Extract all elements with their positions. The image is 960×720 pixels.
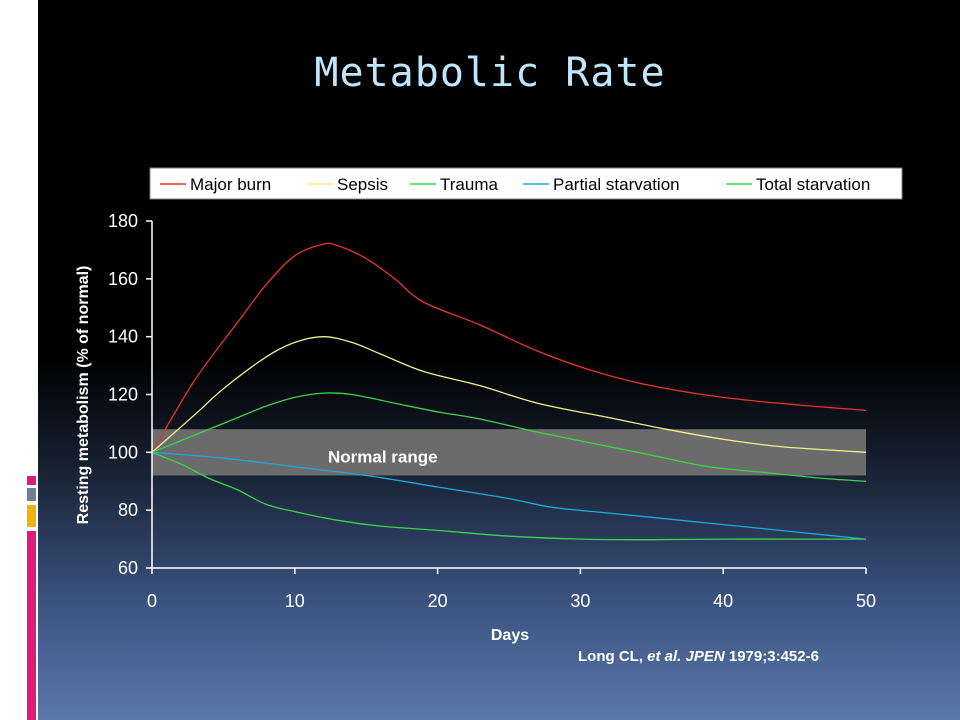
x-ticks: 0 10 20 30 40 50 [147,568,876,611]
normal-range-band [152,429,866,476]
x-tick-label: 10 [285,591,305,611]
y-axis-label: Resting metabolism (% of normal) [75,266,92,525]
citation-authors: Long CL, [578,648,643,665]
series-line-sepsis [151,336,867,453]
accent-bar-4 [27,531,36,720]
series-line-trauma [151,392,867,482]
legend-label-major-burn: Major burn [190,175,271,194]
citation-etal: et al. [647,648,682,665]
x-tick-label: 0 [147,591,157,611]
x-tick-label: 50 [856,591,876,611]
accent-bar-2 [27,488,36,501]
legend-label-total-starvation: Total starvation [756,175,870,194]
legend-box [149,167,903,200]
citation: Long CL, et al. JPEN 1979;3:452-6 [578,648,819,665]
accent-bar-3 [27,505,36,527]
normal-range-label: Normal range [328,447,438,466]
legend-label-trauma: Trauma [440,175,498,194]
x-tick-label: 20 [428,591,448,611]
y-tick-label: 80 [118,500,138,520]
x-tick-label: 30 [570,591,590,611]
accent-bar-1 [27,476,36,485]
legend-label-partial-starvation: Partial starvation [553,175,680,194]
series-line-total-starvation [151,451,866,541]
y-tick-label: 180 [108,211,138,231]
citation-journal: JPEN [685,648,725,665]
citation-ref: 1979;3:452-6 [728,648,819,665]
y-tick-label: 100 [108,442,138,462]
x-axis-label: Days [491,627,529,644]
y-ticks: 60 80 100 120 140 160 180 [108,211,152,578]
series-line-major-burn [151,242,867,453]
legend-label-sepsis: Sepsis [337,175,388,194]
y-tick-label: 160 [108,269,138,289]
series-line-partial-starvation [151,451,867,540]
slide-title: Metabolic Rate [314,50,666,96]
y-tick-label: 140 [108,327,138,347]
y-tick-label: 60 [118,558,138,578]
legend-items: Major burn Sepsis Trauma Partial starvation… [160,175,870,194]
y-tick-label: 120 [108,385,138,405]
x-tick-label: 40 [713,591,733,611]
legend: Major burn Sepsis Trauma Partial starvation… [149,167,903,200]
series-group [151,242,867,541]
